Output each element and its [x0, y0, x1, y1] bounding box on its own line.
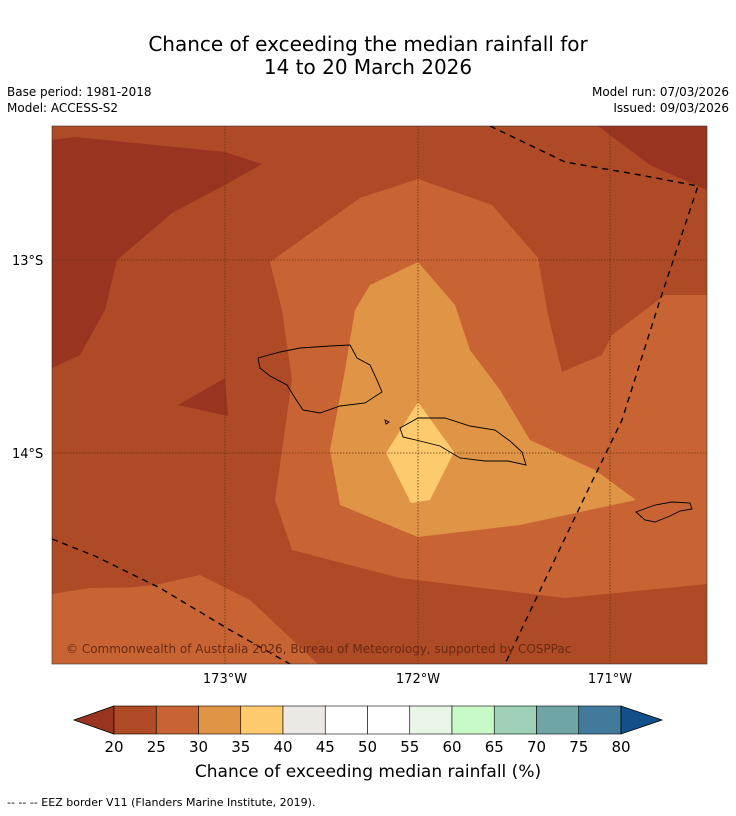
colorbar-segment-b50_55 [367, 705, 411, 735]
eez-border [52, 126, 699, 664]
colorbar-segment-b25_30 [155, 705, 199, 735]
colorbar-segment-b70_75 [536, 705, 580, 735]
upolu-island [399, 417, 527, 466]
band-below20-patch [178, 378, 228, 416]
colorbar-segment-b30_35 [198, 705, 242, 735]
colorbar-segment-b65_70 [493, 705, 537, 735]
base-period: Base period: 1981-2018 [7, 85, 152, 99]
colorbar-segment-b40_45 [282, 705, 326, 735]
lon-label-173w: 173°W [203, 672, 247, 687]
band-below20-northeast [598, 126, 707, 190]
colorbar-tick-label: 30 [189, 738, 208, 756]
copyright-notice: © Commonwealth of Australia 2026, Bureau… [66, 642, 571, 656]
colorbar-tick-label: 20 [104, 738, 123, 756]
manono-islet [384, 419, 390, 425]
graticule [52, 126, 707, 664]
colorbar-segment-b55_60 [409, 705, 453, 735]
colorbar-tick-label: 50 [358, 738, 377, 756]
colorbar: 20 25 30 35 40 45 50 55 60 65 70 75 80 [72, 705, 664, 756]
tutuila-island [635, 501, 693, 523]
band-below20-west [52, 137, 262, 368]
colorbar-tick-label: 80 [611, 738, 630, 756]
colorbar-tick-label: 55 [400, 738, 419, 756]
colorbar-under-arrow [72, 705, 115, 735]
eez-footnote: -- -- -- EEZ border V11 (Flanders Marine… [7, 796, 316, 809]
colorbar-segment-b35_40 [240, 705, 284, 735]
band-25-30-southwest [52, 587, 318, 664]
colorbar-tick-label: 60 [442, 738, 461, 756]
colorbar-segment-b45_50 [324, 705, 368, 735]
lon-label-171w: 171°W [588, 672, 632, 687]
chart-title-line1: Chance of exceeding the median rainfall … [148, 32, 588, 56]
savaii-island [257, 344, 383, 414]
map-frame [51, 125, 708, 665]
colorbar-segment-b75_80 [578, 705, 622, 735]
colorbar-tick-label: 65 [485, 738, 504, 756]
issued-date: Issued: 09/03/2026 [613, 101, 729, 115]
colorbar-tick-label: 75 [569, 738, 588, 756]
forecast-map: © Commonwealth of Australia 2026, Bureau… [12, 125, 708, 756]
band-35-40-core [386, 402, 454, 503]
map-area: © Commonwealth of Australia 2026, Bureau… [52, 126, 707, 664]
colorbar-tick-label: 40 [273, 738, 292, 756]
lat-label-14s: 14°S [12, 447, 43, 462]
lon-label-172w: 172°W [396, 672, 440, 687]
model-name: Model: ACCESS-S2 [7, 101, 119, 115]
colorbar-over-arrow [620, 705, 664, 735]
colorbar-tick-label: 45 [316, 738, 335, 756]
lat-label-13s: 13°S [12, 254, 43, 269]
colorbar-title: Chance of exceeding median rainfall (%) [194, 762, 542, 782]
island-outlines [257, 344, 693, 523]
colorbar-segment-b20_25 [113, 705, 157, 735]
chart-title-line2: 14 to 20 March 2026 [263, 55, 473, 79]
model-run: Model run: 07/03/2026 [591, 85, 729, 99]
colorbar-tick-label: 70 [527, 738, 546, 756]
colorbar-segment-b60_65 [451, 705, 495, 735]
colorbar-tick-label: 25 [147, 738, 166, 756]
colorbar-tick-label: 35 [231, 738, 250, 756]
